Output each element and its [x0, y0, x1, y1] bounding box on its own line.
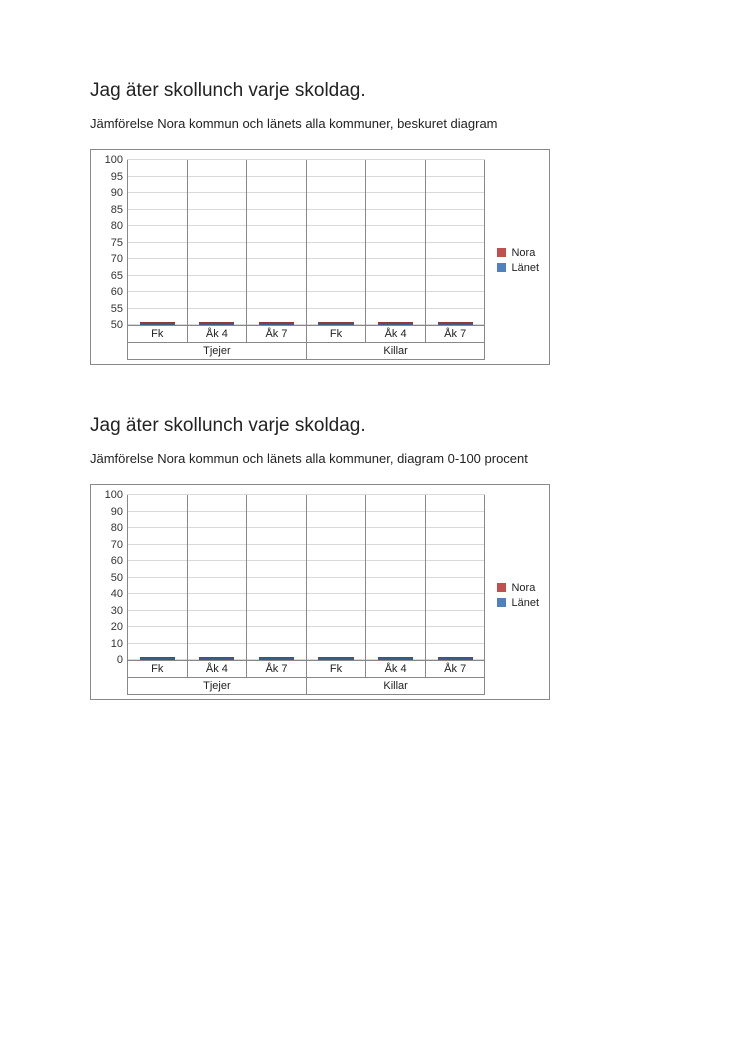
- section-title: Jag äter skollunch varje skoldag.: [90, 80, 656, 102]
- bar-segment-lanet: [318, 323, 353, 325]
- bar-segment-lanet: [438, 658, 473, 660]
- plot-wrap: 10095908580757065605550FkÅk 4Åk 7FkÅk 4Å…: [101, 160, 485, 360]
- bar-group: [365, 495, 425, 660]
- plot-row: 10095908580757065605550: [101, 160, 485, 326]
- bar-group: [187, 160, 247, 325]
- chart-section-1: Jag äter skollunch varje skoldag. Jämföre…: [90, 415, 656, 700]
- bar: [259, 657, 294, 660]
- x-category-label: Fk: [306, 326, 366, 343]
- legend-label: Länet: [511, 597, 539, 609]
- bar: [378, 322, 413, 325]
- bar-group: [365, 160, 425, 325]
- bar-segment-lanet: [140, 658, 175, 660]
- y-axis: 10095908580757065605550: [101, 160, 127, 325]
- chart-box: 1009080706050403020100FkÅk 4Åk 7FkÅk 4Åk…: [90, 484, 550, 700]
- x-category-label: Åk 7: [246, 326, 306, 343]
- x-axis-supergroups: TjejerKillar: [101, 343, 485, 360]
- plot-area: [127, 495, 485, 661]
- x-category-label: Åk 4: [365, 326, 425, 343]
- x-category-label: Åk 4: [365, 661, 425, 678]
- bar-group: [127, 160, 187, 325]
- bar-group: [246, 160, 306, 325]
- x-category-label: Åk 4: [187, 326, 247, 343]
- axis-spacer: [101, 343, 127, 360]
- section-subtitle: Jämförelse Nora kommun och länets alla k…: [90, 451, 656, 466]
- section-subtitle: Jämförelse Nora kommun och länets alla k…: [90, 116, 656, 131]
- x-category-label: Åk 4: [187, 661, 247, 678]
- legend-label: Nora: [511, 247, 535, 259]
- legend-item: Nora: [497, 247, 539, 259]
- bar: [199, 657, 234, 660]
- x-supergroup-label: Killar: [306, 678, 486, 695]
- x-category-label: Fk: [306, 661, 366, 678]
- bar-group: [306, 160, 366, 325]
- legend-swatch: [497, 263, 506, 272]
- bar-segment-lanet: [378, 323, 413, 325]
- x-category-label: Fk: [127, 661, 187, 678]
- x-axis-supergroups: TjejerKillar: [101, 678, 485, 695]
- x-axis-categories: FkÅk 4Åk 7FkÅk 4Åk 7: [101, 326, 485, 343]
- bar-segment-lanet: [259, 658, 294, 660]
- bar-group: [425, 495, 486, 660]
- bar-segment-lanet: [438, 323, 473, 325]
- bar: [438, 322, 473, 325]
- bar-groups: [127, 160, 485, 325]
- bar-segment-lanet: [199, 658, 234, 660]
- x-category-label: Fk: [127, 326, 187, 343]
- page: Jag äter skollunch varje skoldag. Jämföre…: [0, 0, 746, 1056]
- chart-box: 10095908580757065605550FkÅk 4Åk 7FkÅk 4Å…: [90, 149, 550, 365]
- bar: [259, 322, 294, 325]
- bar-groups: [127, 495, 485, 660]
- x-axis-categories: FkÅk 4Åk 7FkÅk 4Åk 7: [101, 661, 485, 678]
- bar-segment-lanet: [140, 323, 175, 325]
- axis-spacer: [101, 661, 127, 678]
- legend-item: Nora: [497, 582, 539, 594]
- bar: [140, 657, 175, 660]
- plot-area: [127, 160, 485, 326]
- y-axis: 1009080706050403020100: [101, 495, 127, 660]
- legend-swatch: [497, 583, 506, 592]
- legend-item: Länet: [497, 262, 539, 274]
- bar-group: [306, 495, 366, 660]
- bar: [318, 657, 353, 660]
- legend-item: Länet: [497, 597, 539, 609]
- x-supergroup-label: Tjejer: [127, 343, 306, 360]
- legend-swatch: [497, 598, 506, 607]
- x-category-label: Åk 7: [425, 326, 486, 343]
- x-cats: FkÅk 4Åk 7FkÅk 4Åk 7: [127, 661, 485, 678]
- plot-wrap: 1009080706050403020100FkÅk 4Åk 7FkÅk 4Åk…: [101, 495, 485, 695]
- legend-label: Nora: [511, 582, 535, 594]
- x-cats: FkÅk 4Åk 7FkÅk 4Åk 7: [127, 326, 485, 343]
- legend-swatch: [497, 248, 506, 257]
- x-sups: TjejerKillar: [127, 678, 485, 695]
- bar: [378, 657, 413, 660]
- plot-row: 1009080706050403020100: [101, 495, 485, 661]
- bar-segment-lanet: [378, 658, 413, 660]
- axis-spacer: [101, 678, 127, 695]
- bar: [318, 322, 353, 325]
- x-supergroup-label: Killar: [306, 343, 486, 360]
- bar-segment-lanet: [199, 323, 234, 325]
- x-sups: TjejerKillar: [127, 343, 485, 360]
- x-category-label: Åk 7: [246, 661, 306, 678]
- legend-label: Länet: [511, 262, 539, 274]
- bar: [438, 657, 473, 660]
- x-category-label: Åk 7: [425, 661, 486, 678]
- bar-group: [127, 495, 187, 660]
- section-title: Jag äter skollunch varje skoldag.: [90, 415, 656, 437]
- legend: Nora Länet: [485, 244, 539, 277]
- x-supergroup-label: Tjejer: [127, 678, 306, 695]
- bar-group: [425, 160, 486, 325]
- bar: [199, 322, 234, 325]
- bar-group: [246, 495, 306, 660]
- legend: Nora Länet: [485, 579, 539, 612]
- bar-segment-lanet: [318, 658, 353, 660]
- chart-section-0: Jag äter skollunch varje skoldag. Jämföre…: [90, 80, 656, 365]
- bar-group: [187, 495, 247, 660]
- bar: [140, 322, 175, 325]
- bar-segment-lanet: [259, 323, 294, 325]
